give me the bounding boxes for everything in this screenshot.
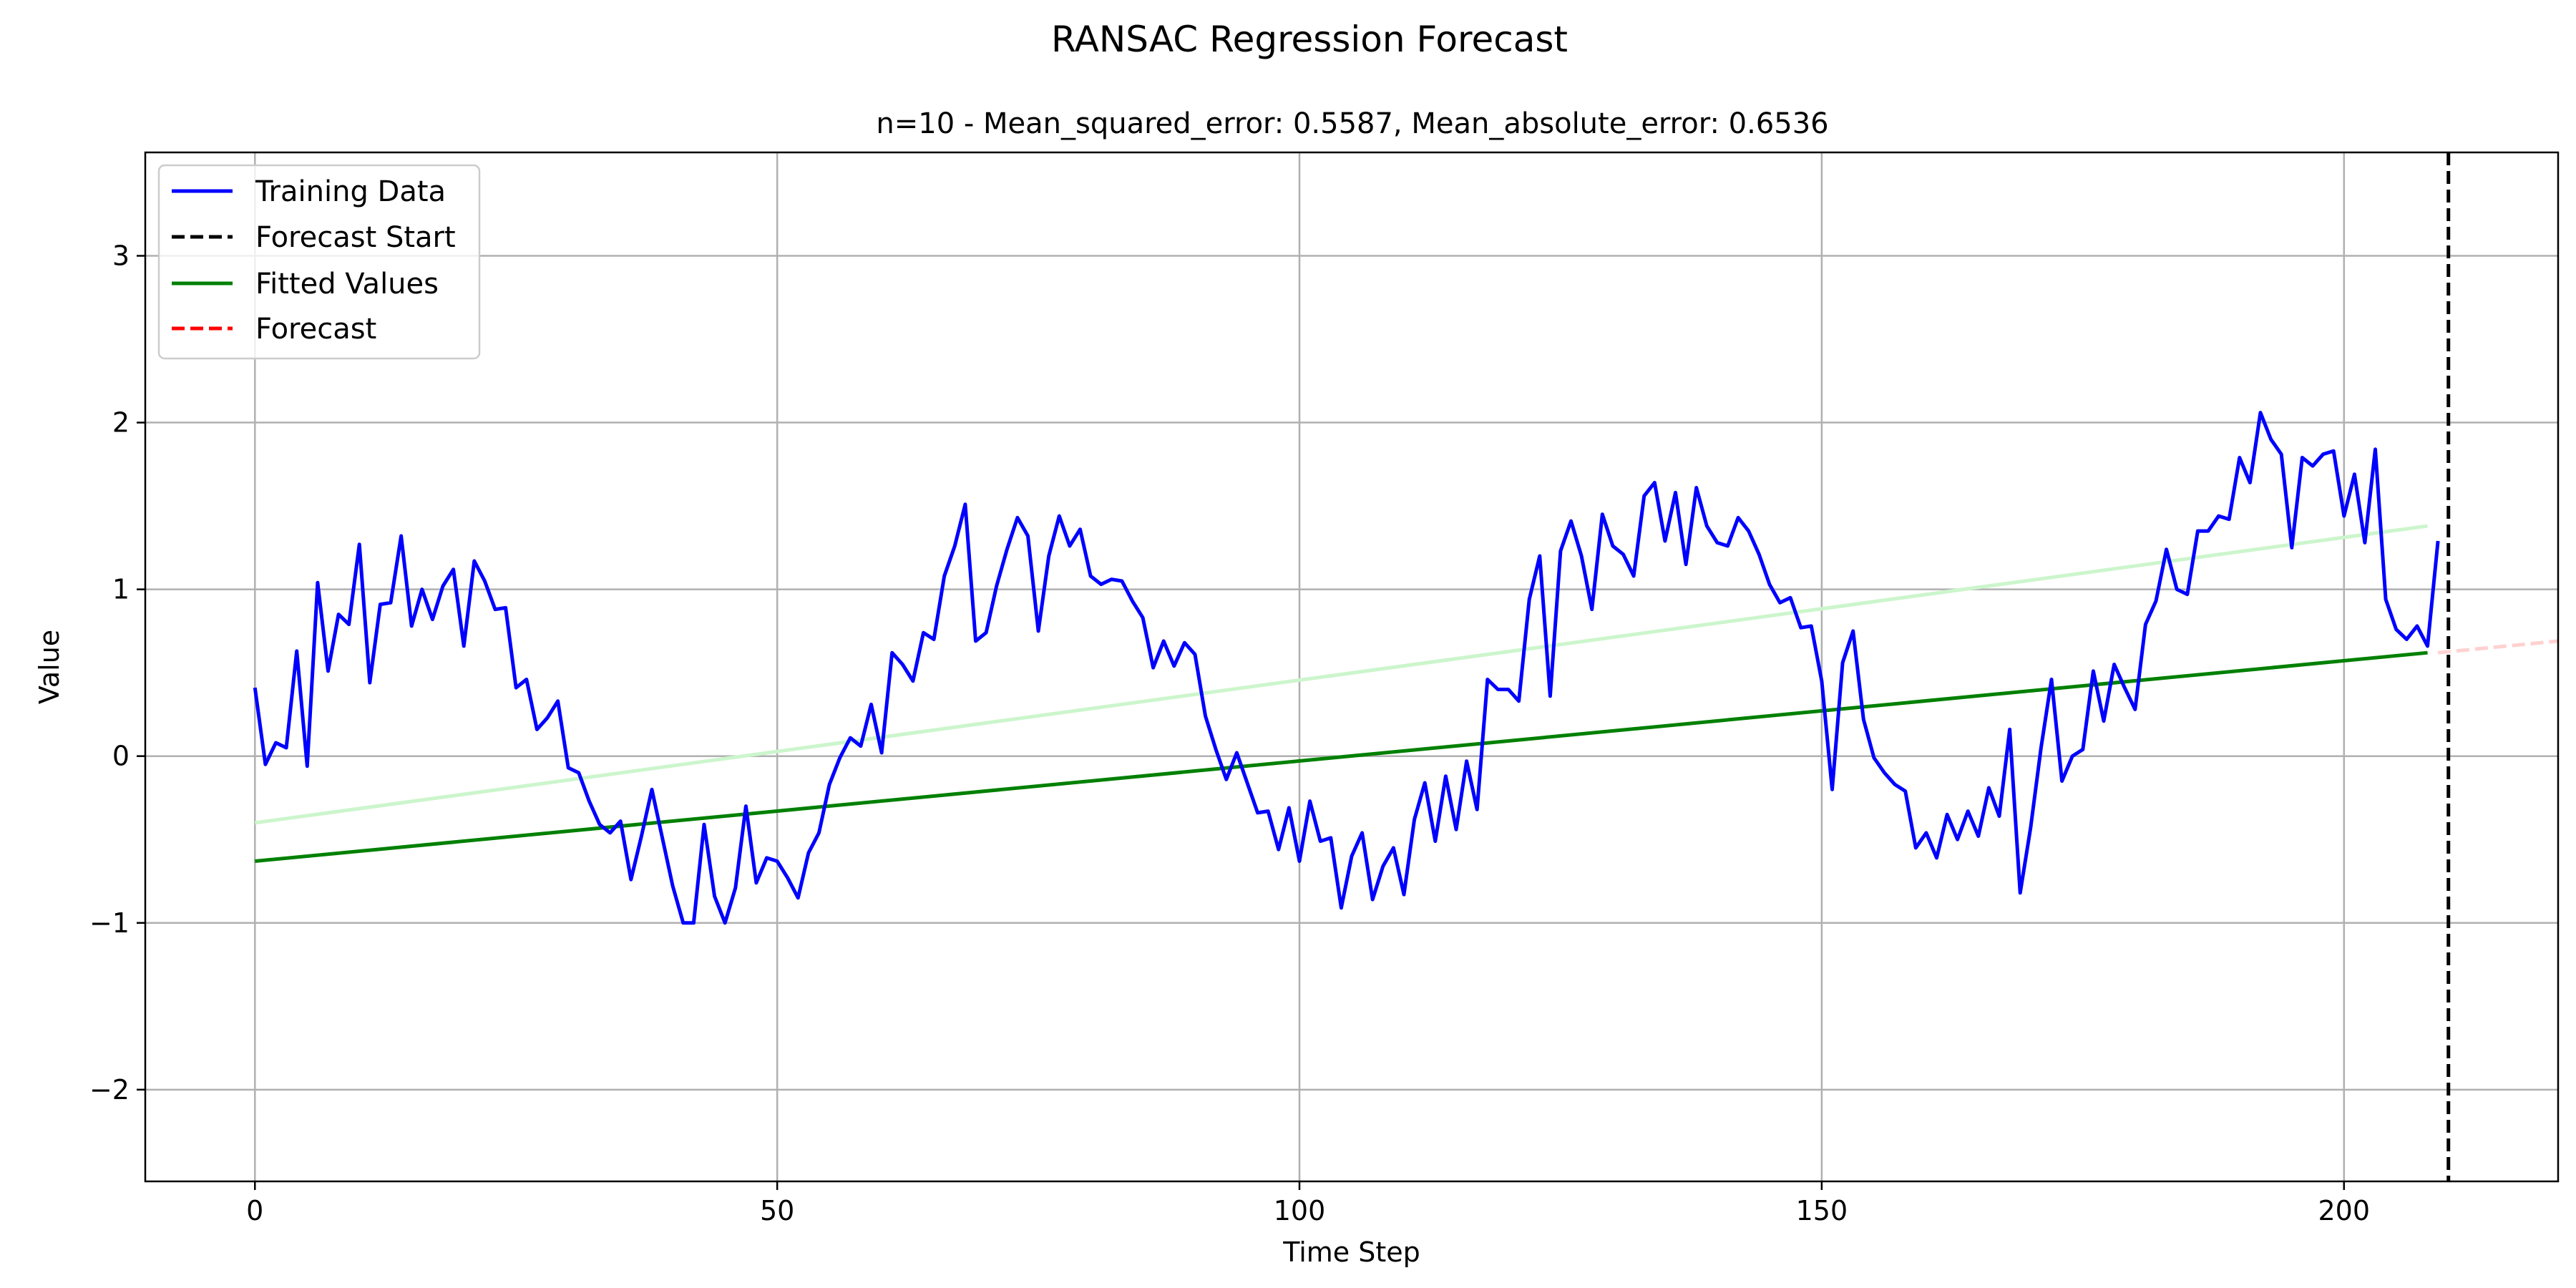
y-tick-label: 3 — [112, 240, 130, 271]
legend-label-forecast: Forecast — [255, 313, 376, 346]
y-tick-label: −1 — [89, 907, 130, 939]
y-tick-label: 0 — [112, 741, 130, 772]
y-axis-label: Value — [34, 630, 65, 704]
x-tick-label: 50 — [760, 1195, 794, 1226]
chart-subtitle: n=10 - Mean_squared_error: 0.5587, Mean_… — [876, 107, 1828, 140]
axis-ticks: 0 50 100 150 200 −2 −1 0 1 2 3 — [89, 240, 2370, 1226]
x-tick-label: 100 — [1274, 1195, 1326, 1226]
y-tick-label: −2 — [89, 1074, 130, 1106]
legend-label-fitted-values: Fitted Values — [255, 268, 439, 301]
y-tick-label: 2 — [112, 407, 130, 439]
light-trend-line — [254, 524, 2428, 825]
x-tick-label: 150 — [1796, 1195, 1848, 1226]
training-data-line — [253, 411, 2440, 925]
axes-frame — [144, 151, 2560, 1183]
legend-label-training-data: Training Data — [255, 175, 446, 208]
x-axis-label: Time Step — [1282, 1236, 1420, 1268]
x-tick-label: 0 — [246, 1195, 263, 1226]
x-tick-label: 200 — [2318, 1195, 2370, 1226]
chart-title: RANSAC Regression Forecast — [1051, 19, 1568, 60]
legend-box — [157, 164, 481, 360]
legend: Training Data Forecast Start Fitted Valu… — [157, 164, 481, 360]
grid — [145, 152, 2558, 1181]
forecast-line — [2437, 639, 2558, 655]
plot-series — [253, 152, 2558, 1181]
y-tick-label: 1 — [112, 574, 130, 605]
legend-label-forecast-start: Forecast Start — [255, 221, 456, 254]
